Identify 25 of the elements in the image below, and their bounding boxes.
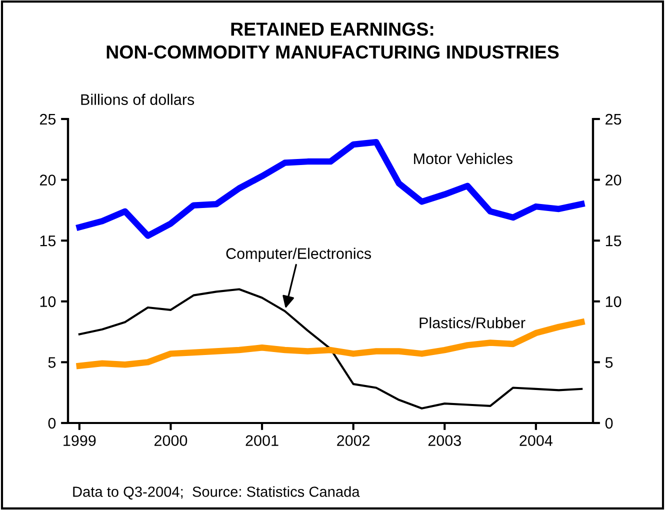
text: Data to Q3-2004; Source: Statistics Canada [73, 486, 360, 500]
y-tick-label: 15 [40, 236, 56, 246]
x-tick-label: 2004 [520, 435, 552, 446]
chart-title: RETAINED EARNINGS: NON-COMMODITY MANUFACTURING INDUSTRIES [106, 22, 559, 59]
y-tick-label: 0 [48, 418, 56, 429]
x-tick-label: 2002 [337, 435, 370, 446]
y-tick-label: 20 [40, 174, 56, 186]
y-tick-label: 25 [40, 114, 56, 125]
series-label: Plastics/Rubber [420, 317, 526, 328]
x-tick-label: 2003 [428, 435, 461, 446]
y-axis-title: Billions of dollars [81, 94, 194, 105]
x-tick-label: 1999 [64, 435, 96, 446]
y2-tick-label: 25 [606, 114, 622, 125]
y2-tick-label: 5 [605, 357, 613, 368]
y2-tick-label: 20 [606, 174, 622, 186]
y-tick-label: 10 [40, 296, 56, 308]
x-tick-label: 2000 [154, 435, 188, 446]
series-label: Motor Vehicles [414, 152, 512, 164]
y2-tick-label: 15 [606, 236, 622, 246]
x-tick-label: 2001 [246, 435, 278, 446]
y-tick-label: 5 [48, 357, 56, 368]
y2-tick-label: 0 [605, 418, 613, 429]
series-label: Computer/Electronics [226, 248, 372, 262]
y2-tick-label: 10 [606, 296, 622, 308]
line-series [78, 288, 583, 410]
